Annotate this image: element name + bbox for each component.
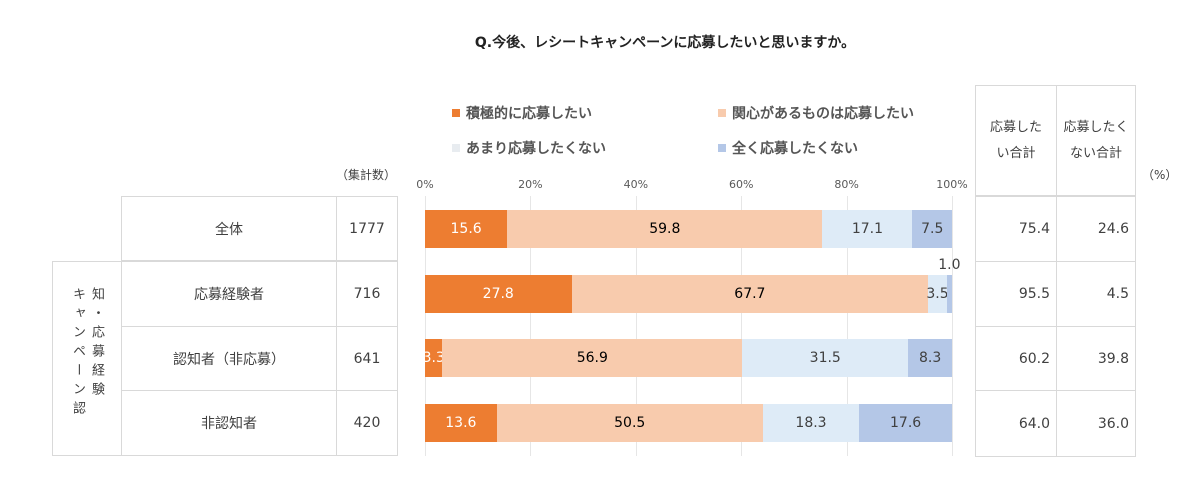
bar-segment: 3.3 xyxy=(422,339,445,377)
legend-item-2: あまり応募したくない xyxy=(452,138,606,158)
data-label: 13.6 xyxy=(445,415,477,431)
bar-segment: 59.8 xyxy=(507,209,823,248)
want-total-header: 応募したい合計 xyxy=(975,85,1057,196)
bar-segment: 50.5 xyxy=(496,404,763,442)
data-label: 1.0 xyxy=(938,256,961,273)
x-tick-label: 80% xyxy=(834,178,859,191)
data-label: 17.1 xyxy=(851,220,883,237)
want-total-value: 95.5 xyxy=(975,261,1057,327)
gridline xyxy=(530,196,532,456)
row-label: 認知者（非応募） xyxy=(121,326,337,391)
row-count: 716 xyxy=(336,261,398,327)
x-tick-label: 60% xyxy=(728,178,754,191)
data-label: 15.6 xyxy=(450,220,482,237)
bar-segment: 7.5 xyxy=(912,209,952,248)
data-label: 3.3 xyxy=(422,350,445,366)
bar-segment: 17.1 xyxy=(822,209,913,248)
x-tick-label: 0% xyxy=(416,178,434,191)
chart-title: Q.今後、レシートキャンペーンに応募したいと思いますか。 xyxy=(474,35,856,51)
data-label: 50.5 xyxy=(614,415,646,431)
legend-label: あまり応募したくない xyxy=(466,141,606,157)
gridline xyxy=(846,196,848,456)
bar-segment: 13.6 xyxy=(425,404,497,442)
bar-segment: 15.6 xyxy=(425,209,508,248)
gridline xyxy=(635,196,637,456)
bar-segment: 8.3 xyxy=(908,339,952,377)
gridline xyxy=(425,196,426,456)
data-label: 56.9 xyxy=(576,350,608,366)
count-header: （集計数） xyxy=(336,168,397,182)
row-count: 641 xyxy=(336,326,398,391)
row-count: 420 xyxy=(336,390,398,456)
bar-segment: 67.7 xyxy=(571,274,929,313)
data-label: 27.8 xyxy=(482,285,514,302)
bar-segment: 31.5 xyxy=(742,339,909,377)
unit-label: （%） xyxy=(1142,168,1178,182)
bar-segment: 3.5 xyxy=(926,274,949,313)
row-label: 応募経験者 xyxy=(121,261,337,327)
notwant-total-value: 39.8 xyxy=(1056,326,1136,391)
group-label-b: キャンペーン認 xyxy=(70,287,85,420)
want-total-value: 75.4 xyxy=(975,196,1057,262)
bar-segment: 56.9 xyxy=(442,339,743,377)
bar-segment: 1.0 xyxy=(938,257,960,313)
row-label: 全体 xyxy=(121,196,337,261)
legend-swatch xyxy=(718,144,726,152)
data-label: 3.5 xyxy=(926,285,949,302)
data-label: 7.5 xyxy=(921,220,944,237)
x-tick-label: 100% xyxy=(936,178,968,191)
legend-item-3: 全く応募したくない xyxy=(718,138,858,158)
notwant-total-value: 24.6 xyxy=(1056,196,1136,262)
bar-segment: 27.8 xyxy=(425,274,572,313)
x-tick-label: 20% xyxy=(518,178,543,191)
gridline xyxy=(741,196,743,456)
legend-item-1: 関心があるものは応募したい xyxy=(718,103,914,123)
notwant-total-header: 応募したくない合計 xyxy=(1056,85,1136,196)
legend-swatch xyxy=(718,109,726,117)
notwant-total-value: 36.0 xyxy=(1056,390,1136,457)
bar-segment: 17.6 xyxy=(859,404,952,442)
data-label: 31.5 xyxy=(809,350,841,366)
legend-swatch xyxy=(452,144,460,152)
data-label: 17.6 xyxy=(890,415,922,431)
legend-label: 積極的に応募したい xyxy=(466,106,592,122)
want-total-value: 64.0 xyxy=(975,390,1057,457)
bar-segment: 18.3 xyxy=(762,404,860,442)
notwant-total-value: 4.5 xyxy=(1056,261,1136,327)
data-label: 59.8 xyxy=(649,220,681,237)
data-label: 67.7 xyxy=(734,285,766,302)
legend-swatch xyxy=(452,109,460,117)
group-label: キャンペーン認 知・応募経験 xyxy=(52,261,122,456)
legend-label: 関心があるものは応募したい xyxy=(732,106,914,122)
group-label-a: 知・応募経験 xyxy=(89,286,104,401)
legend-label: 全く応募したくない xyxy=(732,141,858,157)
gridline xyxy=(952,196,953,456)
row-count: 1777 xyxy=(336,196,398,261)
data-label: 18.3 xyxy=(795,415,827,431)
row-label: 非認知者 xyxy=(121,390,337,456)
legend-item-0: 積極的に応募したい xyxy=(452,103,592,123)
want-total-value: 60.2 xyxy=(975,326,1057,391)
x-tick-label: 40% xyxy=(623,178,649,191)
data-label: 8.3 xyxy=(918,350,942,366)
